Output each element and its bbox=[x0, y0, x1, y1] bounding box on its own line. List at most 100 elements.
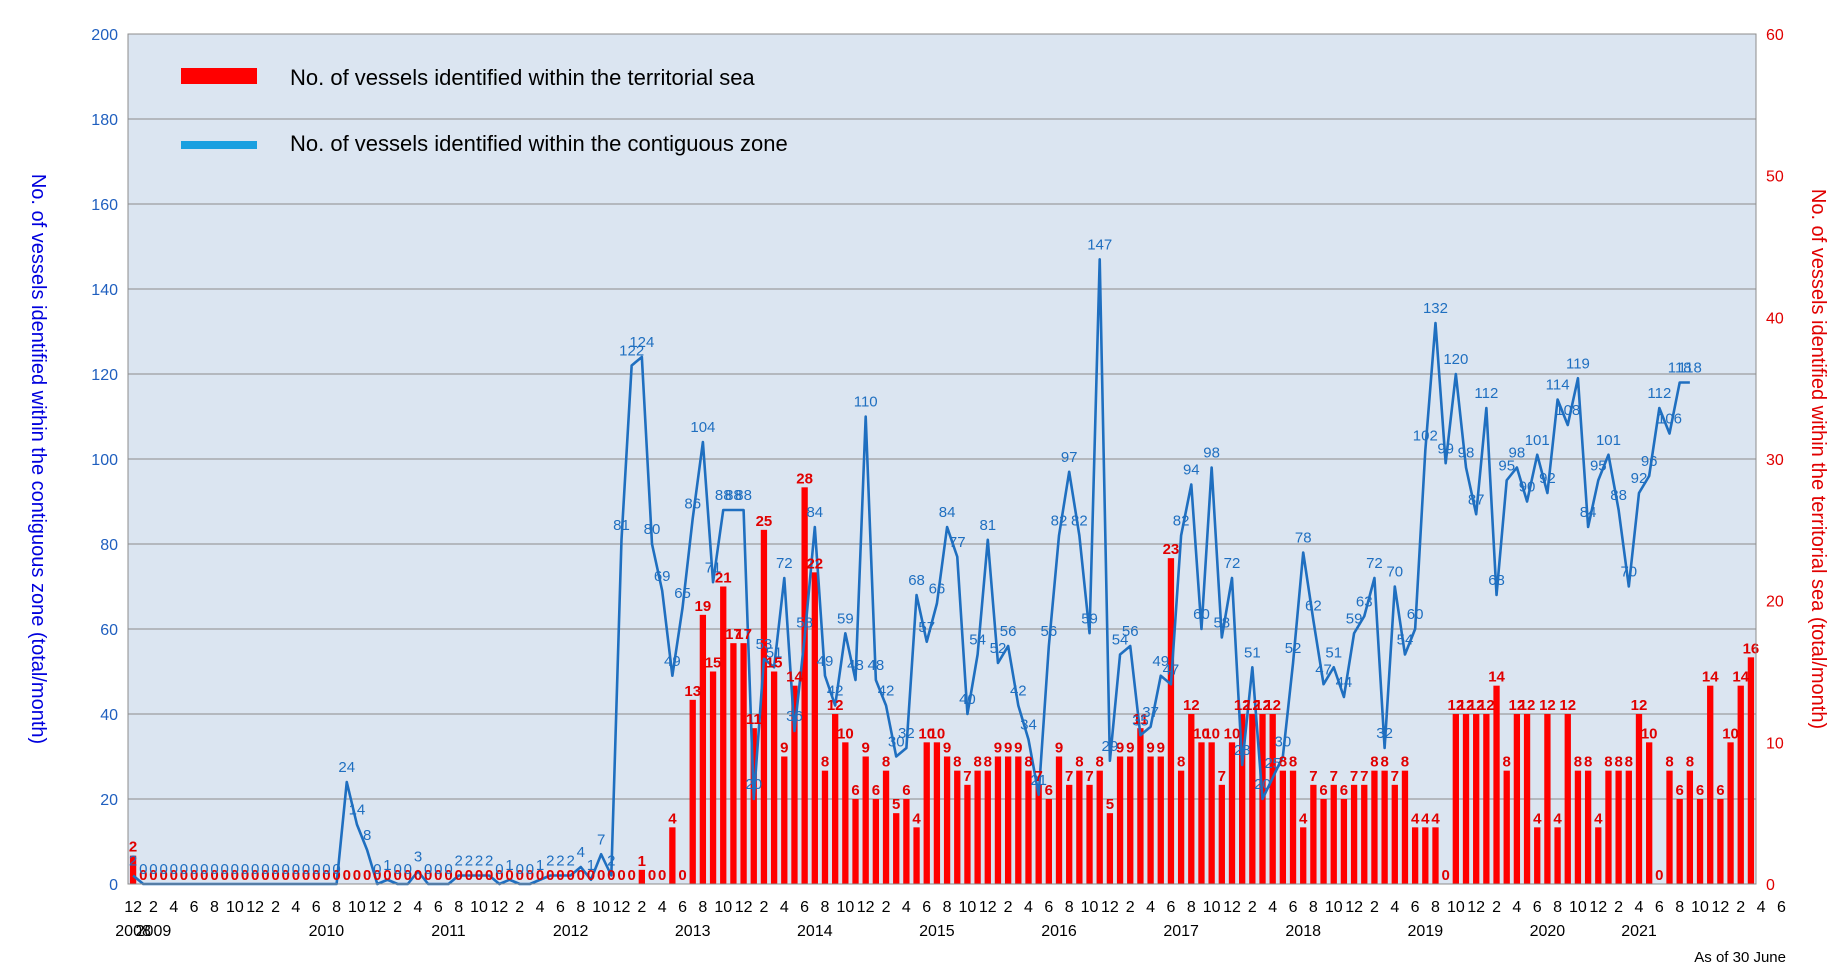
x-tick-label: 10 bbox=[1081, 899, 1099, 916]
x-tick-label: 6 bbox=[434, 899, 443, 916]
year-label: 2021 bbox=[1621, 923, 1657, 940]
x-tick-label: 8 bbox=[1553, 899, 1562, 916]
bar-value-label: 0 bbox=[302, 867, 310, 884]
x-tick-label: 10 bbox=[959, 899, 977, 916]
bar-value-label: 4 bbox=[1299, 810, 1308, 827]
x-tick-label: 10 bbox=[592, 899, 610, 916]
line-value-label: 37 bbox=[1142, 704, 1159, 721]
bar-value-label: 14 bbox=[786, 669, 803, 686]
x-tick-label: 12 bbox=[246, 899, 264, 916]
bar bbox=[1239, 714, 1246, 884]
x-tick-label: 6 bbox=[1777, 899, 1786, 916]
line-value-label: 40 bbox=[959, 691, 976, 708]
line-value-label: 2 bbox=[485, 853, 493, 870]
line-value-label: 2 bbox=[607, 853, 615, 870]
line-value-label: 98 bbox=[1203, 445, 1220, 462]
line-value-label: 97 bbox=[1061, 449, 1078, 466]
x-tick-label: 8 bbox=[1431, 899, 1440, 916]
line-value-label: 57 bbox=[918, 619, 935, 636]
bar-value-label: 0 bbox=[363, 867, 371, 884]
line-value-label: 2 bbox=[546, 853, 554, 870]
line-value-label: 68 bbox=[908, 572, 925, 589]
x-tick-label: 2 bbox=[1492, 899, 1501, 916]
bar-value-label: 0 bbox=[455, 867, 463, 884]
bar-value-label: 0 bbox=[627, 867, 635, 884]
bar bbox=[1391, 784, 1398, 884]
y-left-tick-label: 40 bbox=[100, 707, 118, 724]
bar-value-label: 12 bbox=[1254, 697, 1271, 714]
bar-value-label: 6 bbox=[851, 782, 859, 799]
bar-value-label: 8 bbox=[1024, 754, 1032, 771]
line-value-label: 82 bbox=[1173, 513, 1190, 530]
bar-value-label: 8 bbox=[1665, 754, 1673, 771]
bar bbox=[1055, 756, 1063, 884]
bar-value-label: 12 bbox=[1478, 697, 1495, 714]
bar-value-label: 12 bbox=[1234, 697, 1251, 714]
year-label: 2012 bbox=[553, 923, 589, 940]
bar bbox=[832, 714, 839, 884]
bar-value-label: 10 bbox=[1224, 725, 1241, 742]
x-tick-label: 12 bbox=[1589, 899, 1607, 916]
line-value-label: 0 bbox=[261, 861, 269, 878]
bar bbox=[872, 799, 880, 884]
line-value-label: 48 bbox=[868, 657, 885, 674]
line-value-label: 60 bbox=[1193, 606, 1210, 623]
bar-value-label: 0 bbox=[292, 867, 300, 884]
bar-value-label: 9 bbox=[943, 740, 951, 757]
bar-value-label: 8 bbox=[973, 754, 981, 771]
line-value-label: 3 bbox=[414, 848, 422, 865]
line-value-label: 54 bbox=[1112, 632, 1129, 649]
line-value-label: 0 bbox=[220, 861, 228, 878]
bar-value-label: 8 bbox=[1289, 754, 1297, 771]
bar-value-label: 0 bbox=[536, 867, 544, 884]
x-tick-label: 10 bbox=[470, 899, 488, 916]
bar-value-label: 8 bbox=[1279, 754, 1287, 771]
bar-value-label: 0 bbox=[210, 867, 218, 884]
line-value-label: 0 bbox=[180, 861, 188, 878]
bar bbox=[699, 614, 707, 884]
bar bbox=[1310, 784, 1317, 884]
bar bbox=[1747, 657, 1755, 884]
line-value-label: 78 bbox=[1295, 530, 1312, 547]
bar-value-label: 8 bbox=[1614, 754, 1622, 771]
line-value-label: 82 bbox=[1051, 513, 1068, 530]
y-left-tick-label: 120 bbox=[91, 367, 118, 384]
line-value-label: 0 bbox=[190, 861, 198, 878]
bar-value-label: 9 bbox=[780, 740, 788, 757]
x-tick-label: 6 bbox=[922, 899, 931, 916]
bar-value-label: 14 bbox=[1702, 669, 1719, 686]
bar-value-label: 8 bbox=[821, 754, 829, 771]
bar-value-label: 0 bbox=[597, 867, 605, 884]
bar-value-label: 0 bbox=[587, 867, 595, 884]
bar-value-label: 0 bbox=[546, 867, 554, 884]
y-right-tick-label: 20 bbox=[1766, 594, 1784, 611]
line-value-label: 29 bbox=[1102, 738, 1119, 755]
line-value-label: 0 bbox=[444, 861, 452, 878]
line-value-label: 0 bbox=[139, 861, 147, 878]
x-tick-label: 8 bbox=[821, 899, 830, 916]
bar-value-label: 8 bbox=[1380, 754, 1388, 771]
line-value-label: 124 bbox=[629, 334, 654, 351]
bar bbox=[1096, 770, 1103, 884]
bar-value-label: 0 bbox=[139, 867, 147, 884]
bar-value-label: 12 bbox=[1559, 697, 1576, 714]
bar bbox=[750, 728, 757, 884]
x-tick-label: 8 bbox=[332, 899, 341, 916]
y-left-tick-label: 80 bbox=[100, 537, 118, 554]
line-value-label: 36 bbox=[786, 708, 803, 725]
line-value-label: 108 bbox=[1555, 402, 1580, 419]
line-value-label: 104 bbox=[690, 419, 715, 436]
bar-value-label: 0 bbox=[1655, 867, 1663, 884]
x-tick-label: 12 bbox=[1101, 899, 1119, 916]
bar bbox=[811, 572, 818, 884]
bar-value-label: 0 bbox=[393, 867, 401, 884]
line-value-label: 81 bbox=[613, 517, 630, 534]
bar bbox=[1004, 756, 1012, 884]
line-value-label: 0 bbox=[516, 861, 524, 878]
line-value-label: 70 bbox=[1386, 564, 1403, 581]
bar bbox=[1432, 827, 1439, 884]
bar bbox=[1625, 770, 1632, 884]
year-label: 2017 bbox=[1163, 923, 1199, 940]
line-value-label: 0 bbox=[434, 861, 442, 878]
line-value-label: 0 bbox=[271, 861, 279, 878]
